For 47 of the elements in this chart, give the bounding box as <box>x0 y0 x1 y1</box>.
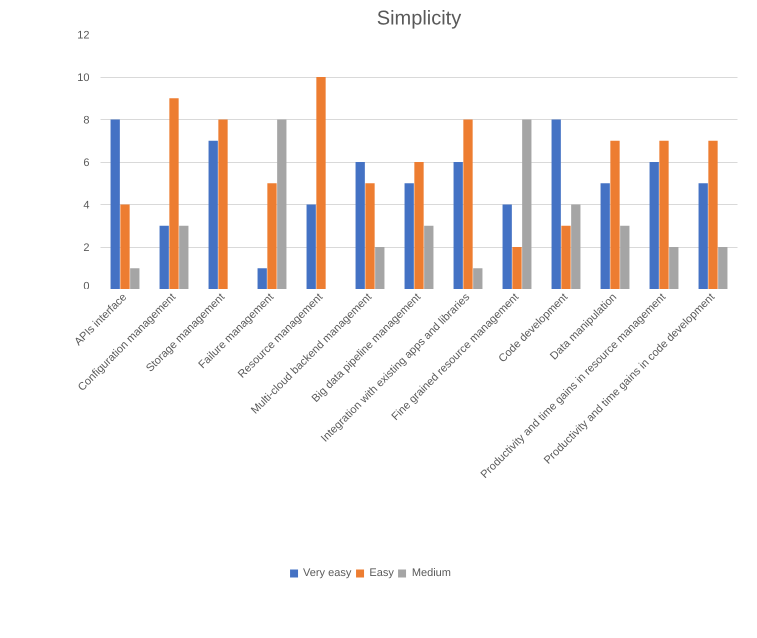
bar <box>365 183 375 289</box>
legend-label: Easy <box>369 567 394 579</box>
bar <box>120 204 130 289</box>
bar <box>522 120 532 289</box>
bar <box>218 120 228 289</box>
bar <box>414 162 424 289</box>
bar <box>277 120 286 289</box>
bar <box>708 140 718 289</box>
y-tick-label: 10 <box>77 72 90 84</box>
y-tick-label: 8 <box>83 114 90 126</box>
bar <box>600 183 610 289</box>
bar <box>512 247 522 289</box>
legend-label: Medium <box>412 567 451 579</box>
bar <box>404 183 414 289</box>
y-tick-label: 6 <box>83 157 90 169</box>
bar <box>659 140 669 289</box>
y-tick-label: 2 <box>83 242 90 254</box>
bar <box>356 162 365 289</box>
bar <box>306 204 316 289</box>
bar <box>424 226 434 289</box>
bar <box>571 204 580 289</box>
bar <box>463 120 473 289</box>
bar <box>561 226 571 289</box>
y-tick-label: 4 <box>83 200 90 212</box>
bar <box>610 140 620 289</box>
y-tick-label: 12 <box>77 30 90 42</box>
bar <box>267 183 277 289</box>
bar <box>502 204 512 289</box>
bar <box>552 120 561 289</box>
bar <box>110 120 120 289</box>
bar <box>473 268 482 289</box>
bar <box>208 140 218 289</box>
bar <box>179 226 188 289</box>
bar <box>316 77 326 289</box>
bar <box>698 183 708 289</box>
bar <box>650 162 659 289</box>
bar <box>375 247 384 289</box>
bar <box>169 98 179 289</box>
bar <box>454 162 463 289</box>
bar <box>620 226 630 289</box>
bar <box>718 247 728 289</box>
chart-title: Simplicity <box>376 8 462 30</box>
bar <box>130 268 140 289</box>
legend-label: Very easy <box>303 567 352 579</box>
bar <box>258 268 267 289</box>
bar <box>669 247 678 289</box>
bar <box>160 226 169 289</box>
